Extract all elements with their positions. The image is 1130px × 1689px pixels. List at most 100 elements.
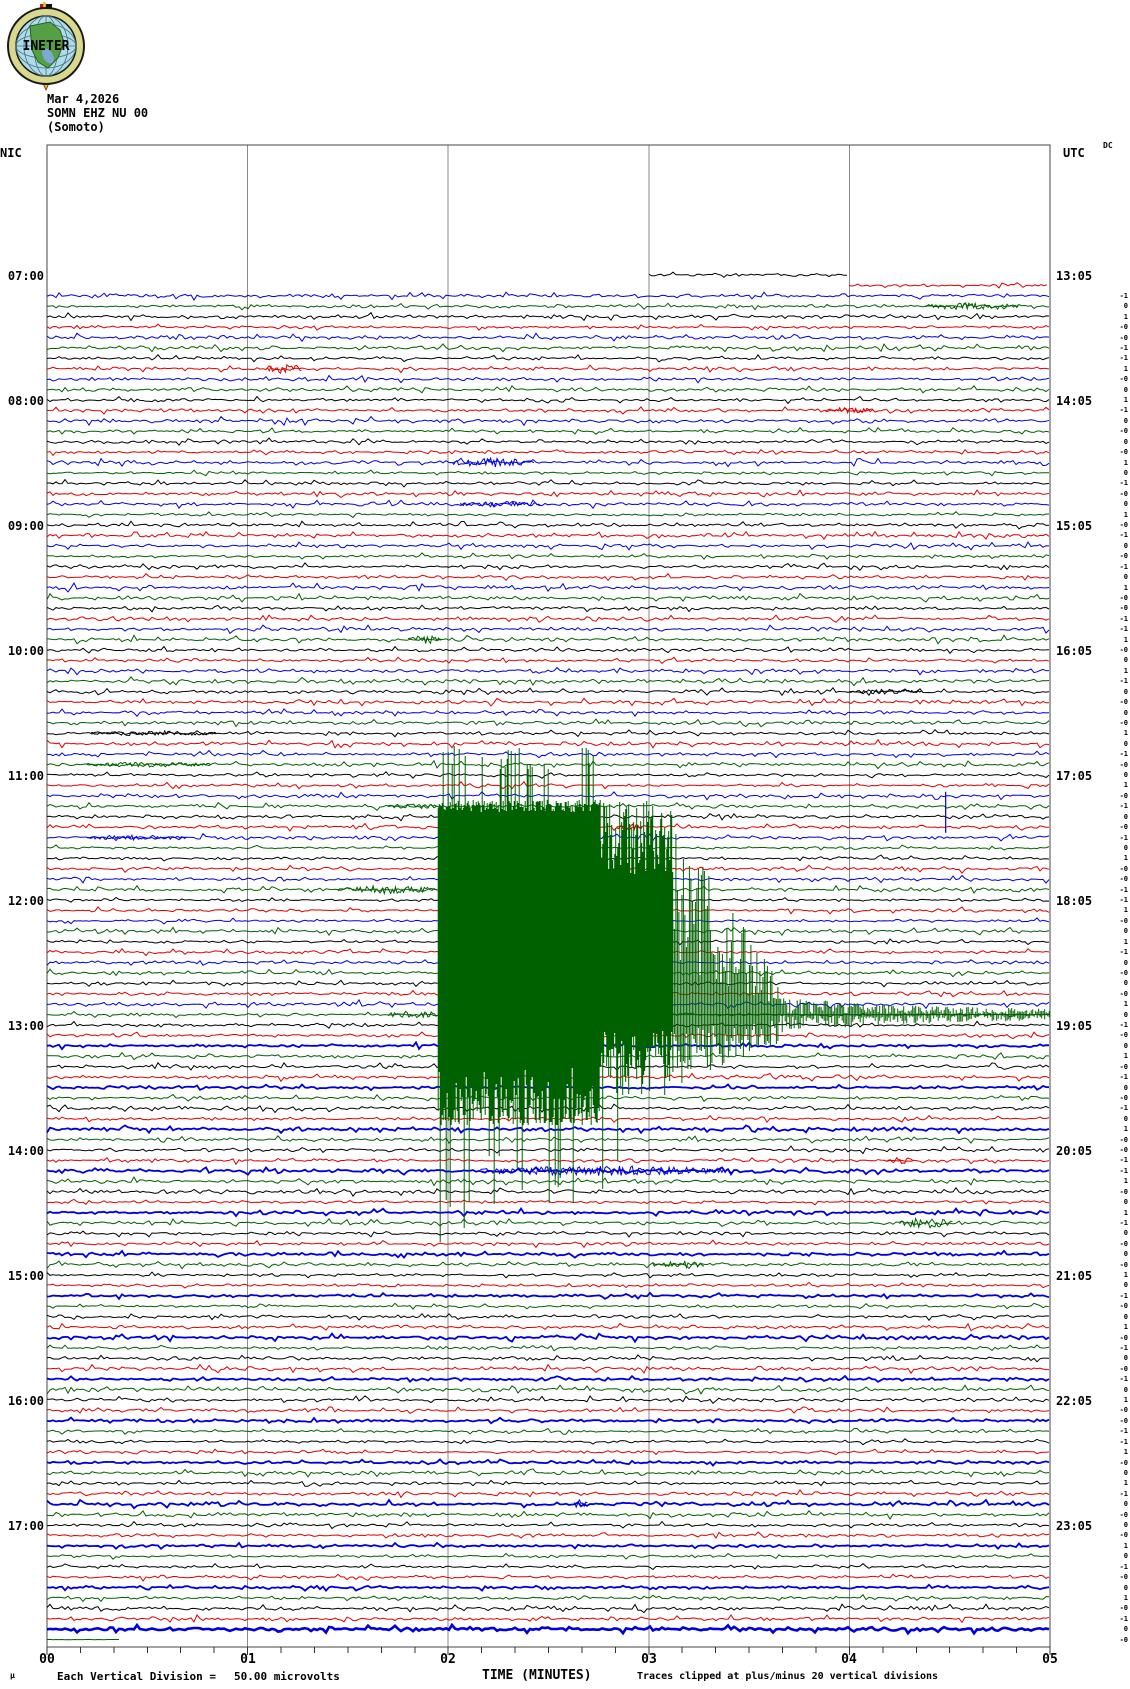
logo-lake: [42, 48, 54, 64]
dc-value-row-54: -1: [1119, 834, 1128, 842]
dc-value-row-2: -1: [1119, 292, 1128, 300]
right-time-label-23:05: 23:05: [1056, 1519, 1093, 1533]
trace-row-84: [46, 1145, 1050, 1155]
dc-value-row-23: 1: [1123, 511, 1128, 519]
dc-value-row-20: -1: [1119, 479, 1128, 487]
trace-row-24: [46, 520, 1050, 530]
noise-burst-row-95: [652, 1260, 705, 1270]
dc-value-row-59: -1: [1119, 886, 1128, 894]
trace-row-42: [46, 708, 1050, 717]
dc-value-row-61: 1: [1123, 906, 1128, 914]
left-time-label-15:00: 15:00: [7, 1269, 44, 1283]
dc-value-row-86: -1: [1119, 1167, 1128, 1175]
trace-row-11: [46, 384, 1050, 394]
trace-row-32: [46, 604, 1050, 613]
dc-value-row-105: -0: [1119, 1365, 1128, 1373]
trace-row-100: [46, 1312, 1050, 1322]
trace-row-89: [46, 1198, 1050, 1206]
trace-row-88: [46, 1186, 1050, 1197]
dc-value-row-6: -0: [1119, 334, 1128, 342]
dc-value-row-36: -0: [1119, 646, 1128, 654]
right-time-label-20:05: 20:05: [1056, 1144, 1093, 1158]
trace-row-40: [46, 686, 1050, 697]
trace-row-105: [46, 1363, 1049, 1375]
trace-row-1: [848, 282, 1048, 289]
header-station: SOMN EHZ NU 00: [47, 106, 149, 120]
trace-row-26: [46, 541, 1050, 551]
left-time-label-11:00: 11:00: [7, 769, 44, 783]
trace-row-4: [46, 311, 1050, 322]
trace-row-111: [46, 1427, 1050, 1435]
trace-row-92: [46, 1230, 1050, 1238]
dc-value-row-57: -0: [1119, 865, 1128, 873]
dc-value-row-119: -0: [1119, 1511, 1128, 1519]
noise-burst-row-85: [885, 1156, 914, 1165]
trace-row-87: [46, 1176, 1050, 1187]
header-date: Mar 4,2026: [47, 92, 120, 106]
dc-value-row-99: -0: [1119, 1302, 1128, 1310]
trace-row-36: [46, 645, 1050, 655]
dc-value-row-55: 0: [1123, 844, 1128, 852]
dc-value-row-34: -1: [1119, 625, 1128, 633]
dc-value-row-90: 1: [1123, 1209, 1128, 1217]
dc-value-row-116: 1: [1123, 1479, 1128, 1487]
dc-value-row-104: 0: [1123, 1354, 1128, 1362]
dc-value-row-62: -0: [1119, 917, 1128, 925]
noise-burst-row-71: [387, 1010, 438, 1019]
dc-value-row-87: 1: [1123, 1177, 1128, 1185]
scale-note: Each Vertical Division = 50.00 microvolts: [57, 1670, 340, 1683]
trace-row-116: [46, 1479, 1050, 1487]
noise-burst-row-13: [825, 406, 874, 415]
trace-row-104: [46, 1354, 1050, 1363]
noise-burst-row-35: [408, 634, 442, 645]
trace-row-117: [46, 1489, 1050, 1499]
trace-row-10: [46, 374, 1050, 384]
trace-row-18: [46, 457, 1050, 468]
trace-row-6: [46, 332, 1050, 343]
dc-value-row-51: -1: [1119, 802, 1128, 810]
earthquake-event-trace: [437, 746, 1050, 1242]
dc-value-row-106: -1: [1119, 1375, 1128, 1383]
dc-value-row-26: 0: [1123, 542, 1128, 550]
trace-row-27: [46, 552, 1050, 560]
dc-value-row-4: 1: [1123, 313, 1128, 321]
dc-value-row-48: 0: [1123, 771, 1128, 779]
trace-row-109: [46, 1406, 1050, 1415]
trace-row-15: [46, 427, 1050, 435]
right-time-label-22:05: 22:05: [1056, 1394, 1093, 1408]
trace-row-34: [46, 624, 1050, 635]
dc-value-row-13: -1: [1119, 406, 1128, 414]
dc-value-row-68: 0: [1123, 979, 1128, 987]
trace-row-119: [47, 1510, 1050, 1520]
trace-row-45: [46, 738, 1050, 749]
right-timezone-label: UTC: [1063, 146, 1085, 160]
right-time-label-13:05: 13:05: [1056, 269, 1093, 283]
logo-globe: INETER: [7, 2, 85, 92]
trace-row-94: [46, 1249, 1050, 1260]
trace-row-113: [46, 1448, 1050, 1456]
dc-value-row-123: 0: [1123, 1552, 1128, 1560]
dc-value-row-15: -0: [1119, 427, 1128, 435]
dc-value-row-14: 0: [1123, 417, 1128, 425]
dc-value-row-66: 0: [1123, 959, 1128, 967]
noise-burst-row-54: [87, 833, 187, 842]
dc-value-row-43: -0: [1119, 719, 1128, 727]
trace-row-46: [47, 749, 1050, 759]
dc-value-row-74: 0: [1123, 1042, 1128, 1050]
dc-value-row-7: -1: [1119, 344, 1128, 352]
left-time-label-13:00: 13:00: [7, 1019, 44, 1033]
dc-value-row-56: 1: [1123, 854, 1128, 862]
dc-value-row-40: 0: [1123, 688, 1128, 696]
trace-row-0: [648, 271, 847, 278]
trace-row-130: [46, 1622, 1050, 1636]
dc-value-row-121: -0: [1119, 1531, 1128, 1539]
dc-value-row-131: -0: [1119, 1636, 1128, 1644]
trace-row-121: [46, 1531, 1050, 1540]
dc-value-row-75: 1: [1123, 1052, 1128, 1060]
trace-row-22: [46, 499, 1050, 510]
dc-value-row-50: -0: [1119, 792, 1128, 800]
trace-row-41: [46, 697, 1050, 707]
dc-value-row-88: -0: [1119, 1188, 1128, 1196]
